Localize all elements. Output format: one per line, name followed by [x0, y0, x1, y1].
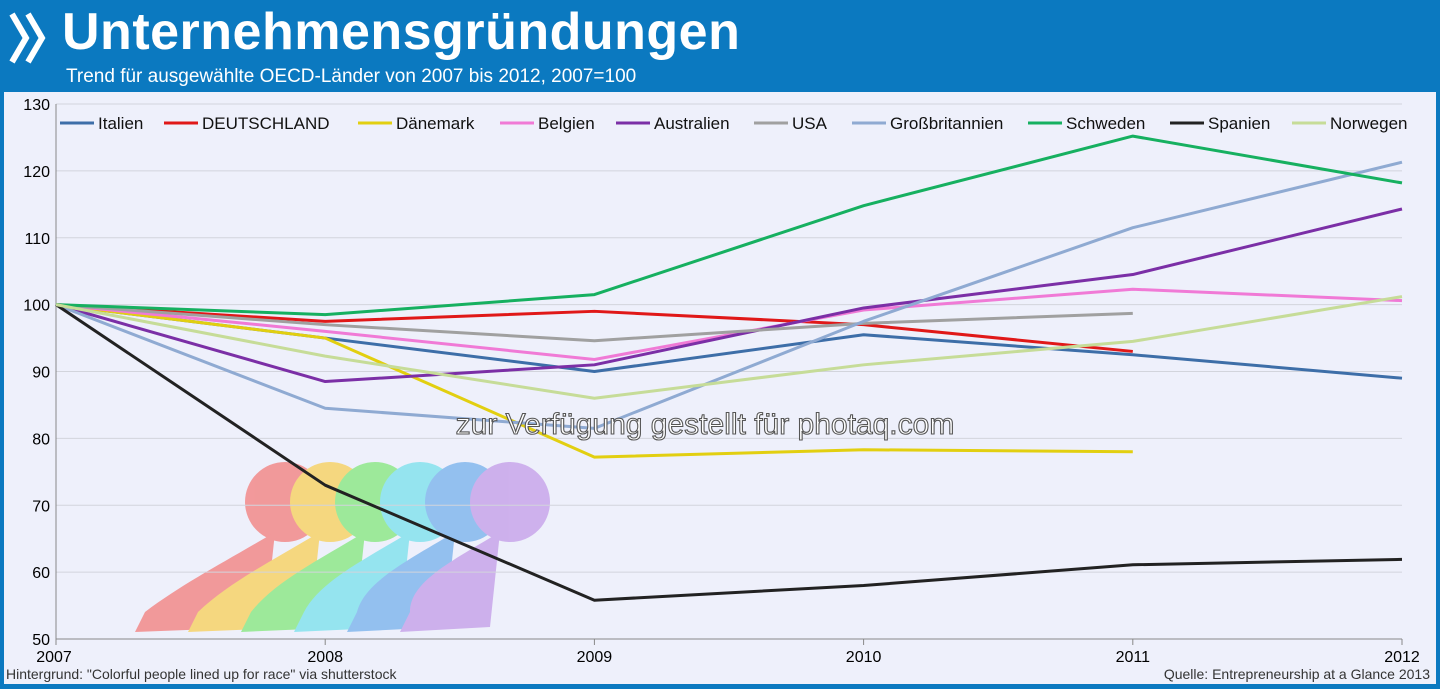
y-tick-label: 80 — [32, 431, 50, 448]
series-line — [55, 160, 1403, 430]
legend-label: Schweden — [1066, 114, 1145, 133]
x-tick-label: 2010 — [846, 649, 882, 666]
legend-label: Dänemark — [396, 114, 475, 133]
y-tick-label: 50 — [32, 632, 50, 649]
legend-label: Belgien — [538, 114, 595, 133]
y-tick-label: 60 — [32, 565, 50, 582]
series-lines — [55, 134, 1403, 602]
runner-body — [400, 532, 500, 632]
series-line — [55, 303, 1133, 343]
axes: 50 60 70 80 90 100 110 120 130 2007 2008 2009 2010 20… — [23, 97, 1420, 666]
y-tick-label: 130 — [23, 97, 50, 114]
y-tick-label: 90 — [32, 365, 50, 382]
x-tick-label: 2012 — [1384, 649, 1420, 666]
x-tick-label: 2007 — [36, 649, 72, 666]
y-tick-label: 110 — [24, 231, 50, 248]
x-tick-label: 2011 — [1116, 649, 1151, 666]
legend: Italien DEUTSCHLAND Dänemark Belgien Austral… — [60, 114, 1408, 133]
series-line — [55, 303, 1403, 602]
runner-illustration — [135, 462, 550, 632]
series-line — [55, 303, 1133, 353]
header: Unternehmensgründungen Trend für ausgewä… — [0, 0, 1440, 92]
series-line — [55, 134, 1403, 317]
series-line — [55, 303, 1133, 459]
footer-source: Quelle: Entrepreneurship at a Glance 201… — [1164, 666, 1430, 682]
line-chart: 50 60 70 80 90 100 110 120 130 2007 2008 2009 2010 20… — [4, 92, 1436, 684]
chevron-logo-icon — [9, 12, 46, 64]
x-tick-label: 2008 — [307, 649, 343, 666]
legend-label: Australien — [654, 114, 730, 133]
series-line — [55, 207, 1403, 384]
series-line — [55, 287, 1403, 361]
legend-label: Spanien — [1208, 114, 1270, 133]
page-subtitle: Trend für ausgewählte OECD-Länder von 20… — [66, 66, 637, 87]
y-tick-label: 100 — [23, 298, 50, 315]
legend-label: Großbritannien — [890, 114, 1003, 133]
watermark-text: zur Verfügung gestellt für photaq.com — [456, 408, 955, 441]
legend-label: Italien — [98, 114, 143, 133]
series-line — [55, 295, 1403, 400]
legend-label: DEUTSCHLAND — [202, 114, 330, 133]
runner-head — [470, 462, 550, 542]
legend-label: USA — [792, 114, 828, 133]
y-tick-label: 120 — [23, 164, 50, 181]
page-title: Unternehmensgründungen — [62, 3, 741, 61]
x-tick-label: 2009 — [577, 649, 613, 666]
footer-credit: Hintergrund: "Colorful people lined up f… — [6, 666, 397, 682]
legend-label: Norwegen — [1330, 114, 1408, 133]
y-tick-label: 70 — [32, 498, 50, 515]
